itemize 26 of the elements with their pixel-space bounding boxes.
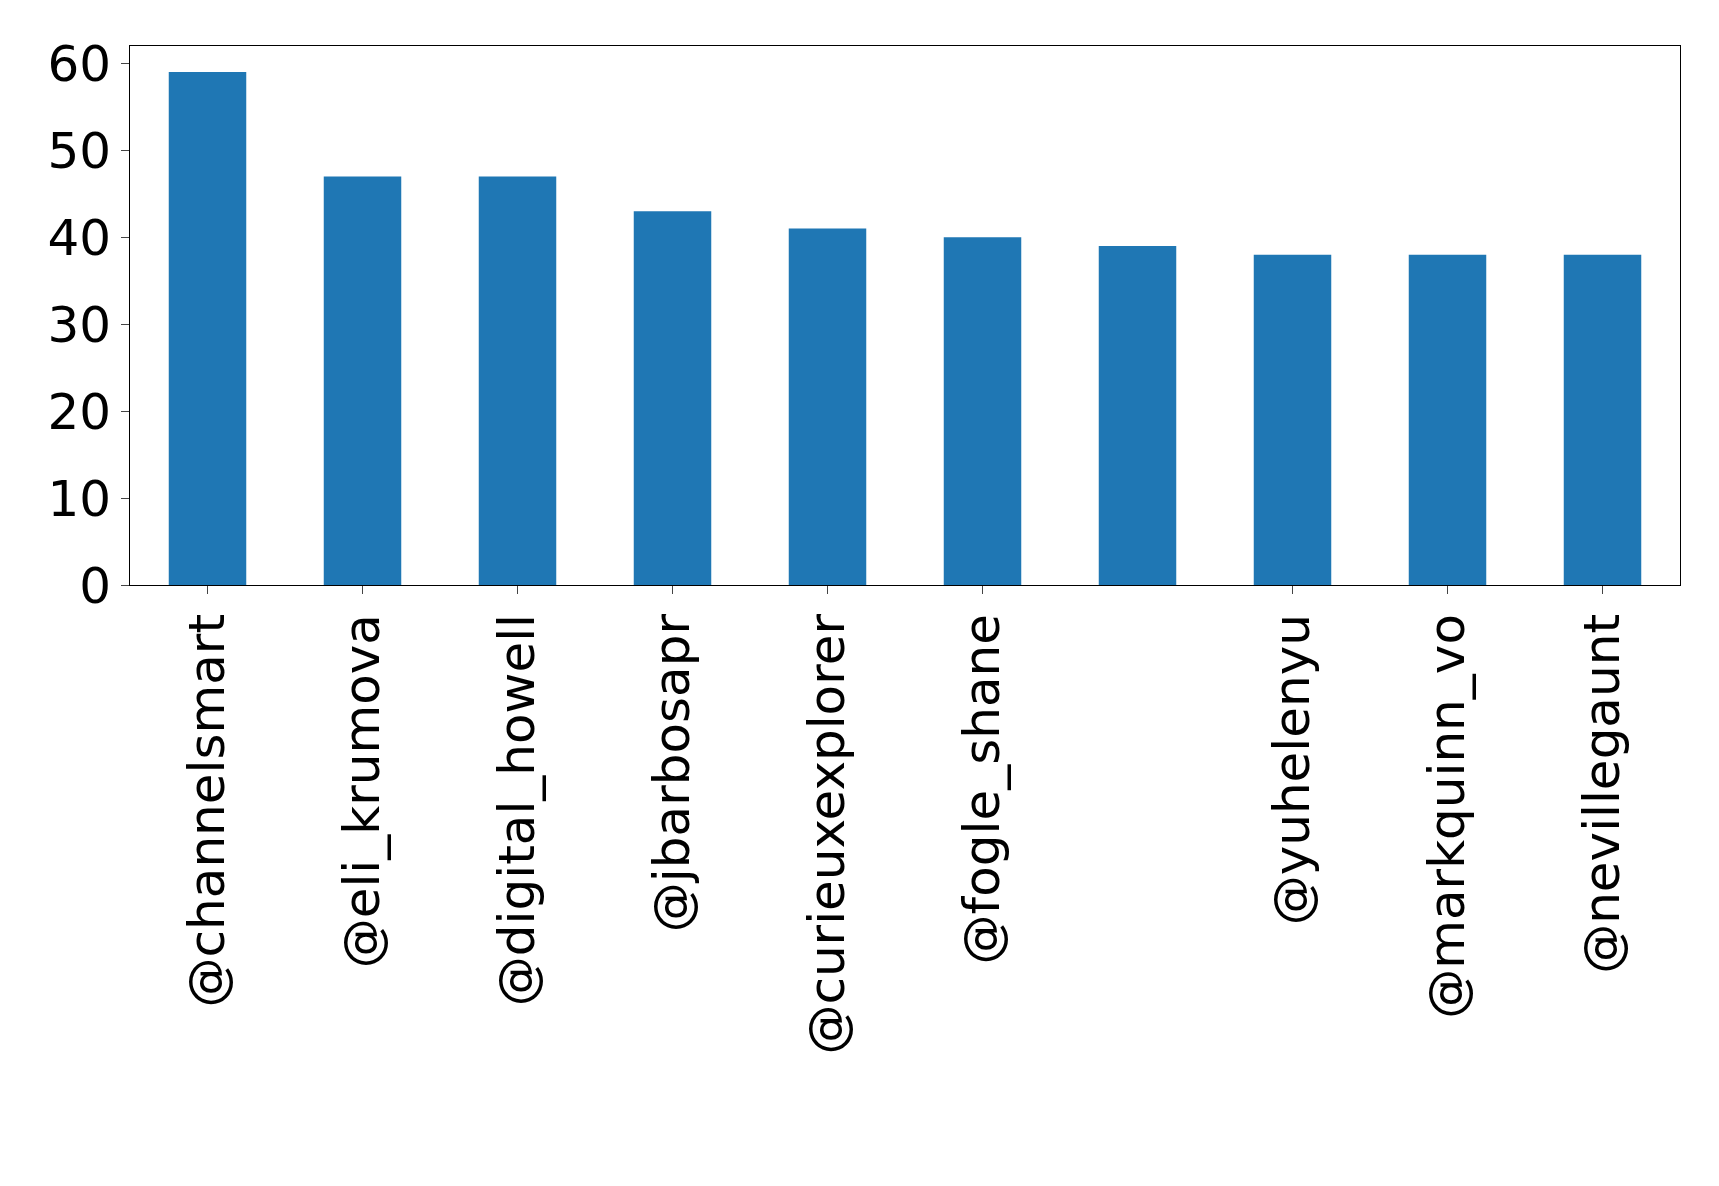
bar bbox=[168, 72, 247, 585]
bar bbox=[478, 176, 557, 585]
y-tick-label: 50 bbox=[47, 121, 111, 180]
y-tick-label: 30 bbox=[47, 295, 111, 354]
bar bbox=[633, 211, 712, 585]
bar bbox=[1098, 245, 1177, 585]
x-tick-label: @digital_howell bbox=[487, 614, 546, 1007]
x-tick-label: @channelsmart bbox=[177, 614, 236, 1008]
x-tick-label: @nevillegaunt bbox=[1572, 614, 1631, 974]
bar bbox=[1563, 254, 1642, 585]
y-tick-label: 40 bbox=[47, 208, 111, 267]
y-tick-label: 10 bbox=[47, 469, 111, 528]
bar bbox=[943, 237, 1022, 585]
y-tick-label: 20 bbox=[47, 382, 111, 441]
bar bbox=[1253, 254, 1332, 585]
x-tick-label: @curieuxexplorer bbox=[797, 613, 856, 1055]
y-tick-label: 60 bbox=[47, 34, 111, 93]
bar bbox=[788, 228, 867, 585]
x-tick-label: @yuhelenyu bbox=[1262, 614, 1321, 926]
x-tick-label: @jbarbosapr bbox=[642, 613, 701, 933]
bar bbox=[1408, 254, 1487, 585]
y-tick-label: 0 bbox=[79, 556, 111, 615]
bar bbox=[323, 176, 402, 585]
x-tick-label: @fogle_shane bbox=[952, 614, 1011, 965]
x-tick-label: @markquinn_vo bbox=[1417, 614, 1476, 1019]
x-tick-label: @eli_krumova bbox=[332, 614, 391, 969]
